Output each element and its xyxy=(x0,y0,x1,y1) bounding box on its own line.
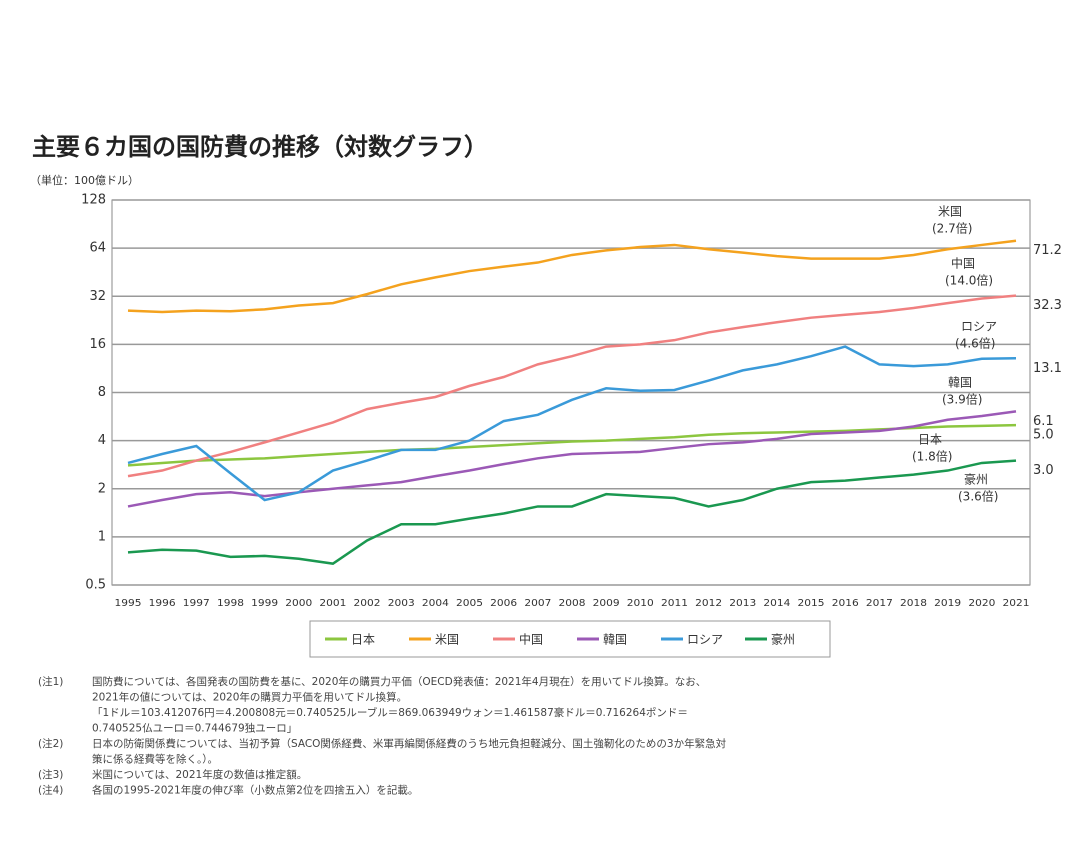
end-label: 32.3 xyxy=(1033,298,1062,313)
y-tick-label: 4 xyxy=(98,433,106,448)
note-text: 日本の防衛関係費については、当初予算（SACO関係経費、米軍再編関係経費のうち地… xyxy=(92,737,727,750)
x-tick-label: 2003 xyxy=(388,598,415,609)
x-tick-label: 2017 xyxy=(866,598,893,609)
x-tick-label: 2007 xyxy=(524,598,551,609)
x-tick-label: 1996 xyxy=(149,598,176,609)
y-tick-label: 2 xyxy=(98,481,106,496)
series-annotation: (1.8倍) xyxy=(912,449,952,464)
x-tick-label: 1999 xyxy=(251,598,278,609)
x-tick-label: 2015 xyxy=(798,598,825,609)
end-label: 5.0 xyxy=(1033,428,1054,443)
end-label: 13.1 xyxy=(1033,361,1062,376)
x-tick-label: 2002 xyxy=(354,598,381,609)
y-tick-label: 32 xyxy=(89,289,106,304)
note-text: 米国については、2021年度の数値は推定額。 xyxy=(92,768,307,781)
note-text: 各国の1995-2021年度の伸び率（小数点第2位を四捨五入）を記載。 xyxy=(92,784,418,797)
series-annotation: (4.6倍) xyxy=(955,336,995,351)
series-annotation: 日本 xyxy=(918,433,942,447)
series-annotation: 中国 xyxy=(951,256,975,271)
series-annotation: (14.0倍) xyxy=(945,273,993,288)
chart-title: 主要６カ国の国防費の推移（対数グラフ） xyxy=(32,133,488,161)
x-tick-label: 1997 xyxy=(183,598,210,609)
legend-label: 日本 xyxy=(351,633,375,647)
series-annotation: (3.9倍) xyxy=(942,392,982,407)
x-tick-label: 2010 xyxy=(627,598,654,609)
unit-label: （単位：100億ドル） xyxy=(30,173,139,187)
series-annotation: ロシア xyxy=(961,320,997,334)
y-tick-label: 1 xyxy=(98,529,106,544)
y-tick-label: 16 xyxy=(89,337,106,352)
x-tick-label: 2018 xyxy=(900,598,927,609)
series-annotation: (2.7倍) xyxy=(932,221,972,236)
x-tick-label: 2020 xyxy=(968,598,995,609)
end-label: 6.1 xyxy=(1033,414,1054,429)
note-text: 2021年の値については、2020年の購買力平価を用いてドル換算。 xyxy=(92,691,407,704)
legend-label: 豪州 xyxy=(771,632,795,647)
note-text: 0.740525仏ユーロ＝0.744679独ユーロ」 xyxy=(92,722,297,735)
series-line xyxy=(127,423,1017,467)
legend-label: 米国 xyxy=(435,633,459,647)
x-tick-label: 2021 xyxy=(1003,598,1030,609)
note-label: (注1) xyxy=(38,675,63,688)
end-label: 3.0 xyxy=(1033,463,1054,478)
end-label: 71.2 xyxy=(1033,243,1062,258)
x-tick-label: 2013 xyxy=(729,598,756,609)
x-tick-label: 2012 xyxy=(695,598,722,609)
series-line xyxy=(127,410,1017,508)
x-tick-label: 2000 xyxy=(285,598,312,609)
x-tick-label: 2005 xyxy=(456,598,483,609)
y-tick-label: 64 xyxy=(89,241,106,256)
x-tick-label: 2014 xyxy=(763,598,790,609)
note-label: (注2) xyxy=(38,737,63,750)
x-tick-label: 2019 xyxy=(934,598,961,609)
series-annotation: 韓国 xyxy=(948,376,972,390)
note-label: (注4) xyxy=(38,784,63,797)
x-tick-label: 2009 xyxy=(593,598,620,609)
legend-label: 中国 xyxy=(519,632,543,647)
x-tick-label: 2011 xyxy=(661,598,688,609)
y-tick-label: 0.5 xyxy=(85,578,106,593)
series-line xyxy=(127,345,1017,502)
legend-label: ロシア xyxy=(687,633,723,647)
series-line xyxy=(127,239,1017,314)
series-annotation: 米国 xyxy=(938,205,962,219)
series-annotation: (3.6倍) xyxy=(958,489,998,504)
x-tick-label: 2001 xyxy=(319,598,346,609)
legend-label: 韓国 xyxy=(603,633,627,647)
y-tick-label: 8 xyxy=(98,385,106,400)
note-text: 策に係る経費等を除く。）。 xyxy=(92,753,218,766)
y-tick-label: 128 xyxy=(81,193,106,208)
series-annotation: 豪州 xyxy=(964,472,988,487)
series-line xyxy=(127,294,1017,478)
series-line xyxy=(127,459,1017,565)
x-tick-label: 1995 xyxy=(115,598,142,609)
note-text: 「1ドル＝103.412076円＝4.200808元＝0.740525ルーブル＝… xyxy=(92,706,688,719)
x-tick-label: 2008 xyxy=(559,598,586,609)
note-label: (注3) xyxy=(38,768,63,781)
x-tick-label: 2004 xyxy=(422,598,449,609)
legend-box xyxy=(309,620,831,658)
x-tick-label: 2016 xyxy=(832,598,859,609)
note-text: 国防費については、各国発表の国防費を基に、2020年の購買力平価（OECD発表値… xyxy=(92,675,706,688)
x-tick-label: 1998 xyxy=(217,598,244,609)
x-tick-label: 2006 xyxy=(490,598,517,609)
